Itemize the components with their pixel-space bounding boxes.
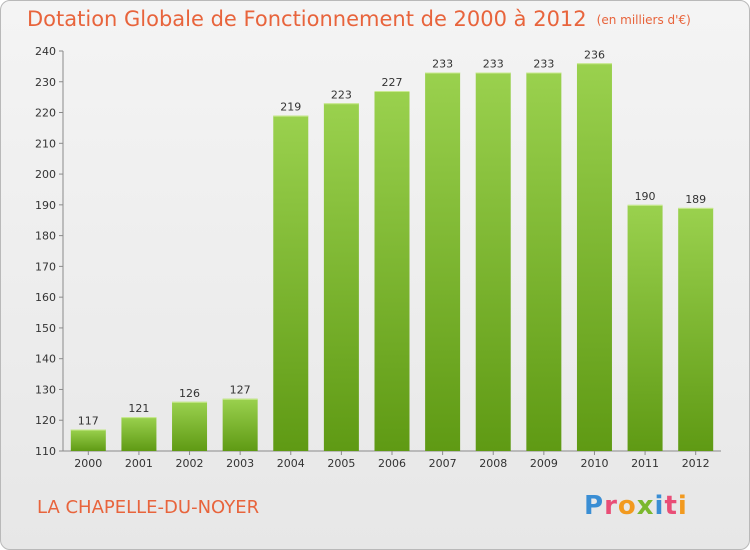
data-label: 227 xyxy=(382,76,403,89)
x-tick-label: 2006 xyxy=(378,457,406,470)
bar xyxy=(121,417,157,451)
chart-title-text: Dotation Globale de Fonctionnement de 20… xyxy=(27,7,587,31)
bar xyxy=(526,72,562,452)
x-tick-label: 2008 xyxy=(479,457,507,470)
y-tick-label: 220 xyxy=(35,107,56,120)
data-label: 126 xyxy=(179,387,200,400)
data-label: 233 xyxy=(533,58,554,71)
y-tick-label: 190 xyxy=(35,199,56,212)
x-tick-label: 2009 xyxy=(530,457,558,470)
data-label: 233 xyxy=(432,58,453,71)
chart-title: Dotation Globale de Fonctionnement de 20… xyxy=(27,7,691,31)
y-tick-label: 140 xyxy=(35,353,56,366)
bar xyxy=(172,401,208,451)
x-tick-label: 2005 xyxy=(327,457,355,470)
y-tick-label: 240 xyxy=(35,45,56,58)
y-tick-label: 160 xyxy=(35,291,56,304)
proxiti-logo: Proxiti xyxy=(584,491,688,521)
bar xyxy=(678,207,714,451)
x-tick-label: 2000 xyxy=(74,457,102,470)
data-label: 236 xyxy=(584,48,605,61)
bar xyxy=(222,398,258,451)
x-tick-label: 2012 xyxy=(682,457,710,470)
y-tick-label: 150 xyxy=(35,322,56,335)
x-tick-label: 2001 xyxy=(125,457,153,470)
y-tick-label: 120 xyxy=(35,414,56,427)
y-tick-label: 110 xyxy=(35,445,56,458)
bar xyxy=(627,204,663,451)
data-label: 190 xyxy=(635,190,656,203)
data-label: 233 xyxy=(483,58,504,71)
data-label: 189 xyxy=(685,193,706,206)
x-tick-label: 2011 xyxy=(631,457,659,470)
x-tick-label: 2003 xyxy=(226,457,254,470)
y-tick-label: 210 xyxy=(35,137,56,150)
x-tick-label: 2007 xyxy=(429,457,457,470)
bar xyxy=(425,72,461,452)
x-tick-label: 2010 xyxy=(580,457,608,470)
bar xyxy=(374,91,410,451)
bar xyxy=(475,72,511,452)
commune-name: LA CHAPELLE-DU-NOYER xyxy=(37,497,260,518)
data-label: 117 xyxy=(78,414,99,427)
y-tick-label: 180 xyxy=(35,230,56,243)
y-tick-label: 170 xyxy=(35,260,56,273)
bar xyxy=(323,103,359,452)
y-tick-label: 130 xyxy=(35,383,56,396)
x-tick-label: 2002 xyxy=(176,457,204,470)
data-label: 219 xyxy=(280,101,301,114)
bar xyxy=(273,115,309,451)
y-tick-label: 230 xyxy=(35,76,56,89)
data-label: 127 xyxy=(230,384,251,397)
data-label: 121 xyxy=(128,402,149,415)
y-tick-label: 200 xyxy=(35,168,56,181)
x-tick-label: 2004 xyxy=(277,457,305,470)
bar xyxy=(576,63,612,452)
unit-label: (en milliers d'€) xyxy=(596,13,691,27)
bar xyxy=(70,429,106,451)
data-label: 223 xyxy=(331,88,352,101)
